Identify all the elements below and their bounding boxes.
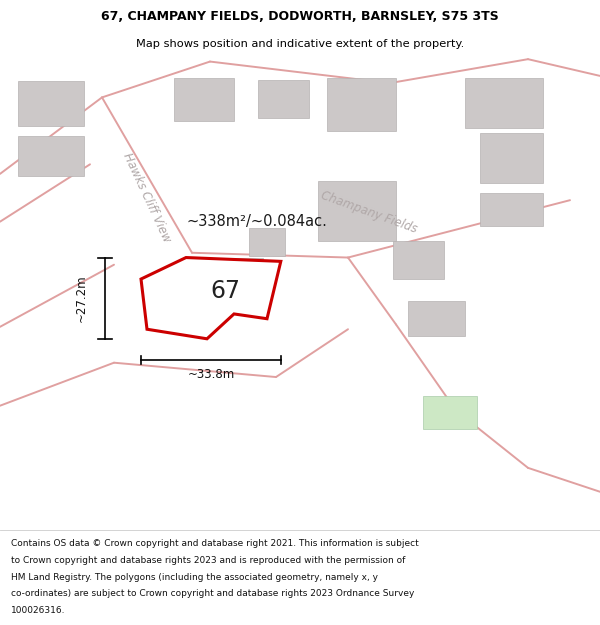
Bar — [408, 301, 465, 336]
Text: to Crown copyright and database rights 2023 and is reproduced with the permissio: to Crown copyright and database rights 2… — [11, 556, 405, 565]
Bar — [393, 241, 444, 279]
Bar — [174, 78, 234, 121]
Text: Champany Fields: Champany Fields — [319, 189, 419, 236]
Bar — [423, 396, 477, 429]
Bar — [327, 78, 396, 131]
Bar — [222, 259, 263, 293]
Text: ~33.8m: ~33.8m — [188, 368, 235, 381]
Text: HM Land Registry. The polygons (including the associated geometry, namely x, y: HM Land Registry. The polygons (includin… — [11, 572, 378, 582]
Bar — [318, 181, 396, 241]
Bar — [258, 80, 309, 118]
Bar — [18, 81, 84, 126]
Bar — [480, 133, 543, 184]
Bar — [480, 193, 543, 226]
Text: Map shows position and indicative extent of the property.: Map shows position and indicative extent… — [136, 39, 464, 49]
Text: Contains OS data © Crown copyright and database right 2021. This information is : Contains OS data © Crown copyright and d… — [11, 539, 419, 549]
Polygon shape — [141, 258, 281, 339]
Bar — [18, 136, 84, 176]
Text: 67, CHAMPANY FIELDS, DODWORTH, BARNSLEY, S75 3TS: 67, CHAMPANY FIELDS, DODWORTH, BARNSLEY,… — [101, 11, 499, 23]
Text: ~338m²/~0.084ac.: ~338m²/~0.084ac. — [186, 214, 327, 229]
Text: ~27.2m: ~27.2m — [74, 274, 88, 322]
Bar — [249, 228, 285, 256]
Text: 67: 67 — [210, 279, 240, 303]
Text: co-ordinates) are subject to Crown copyright and database rights 2023 Ordnance S: co-ordinates) are subject to Crown copyr… — [11, 589, 414, 598]
Bar — [465, 78, 543, 129]
Text: Hawks Cliff View: Hawks Cliff View — [121, 151, 173, 244]
Text: 100026316.: 100026316. — [11, 606, 65, 615]
